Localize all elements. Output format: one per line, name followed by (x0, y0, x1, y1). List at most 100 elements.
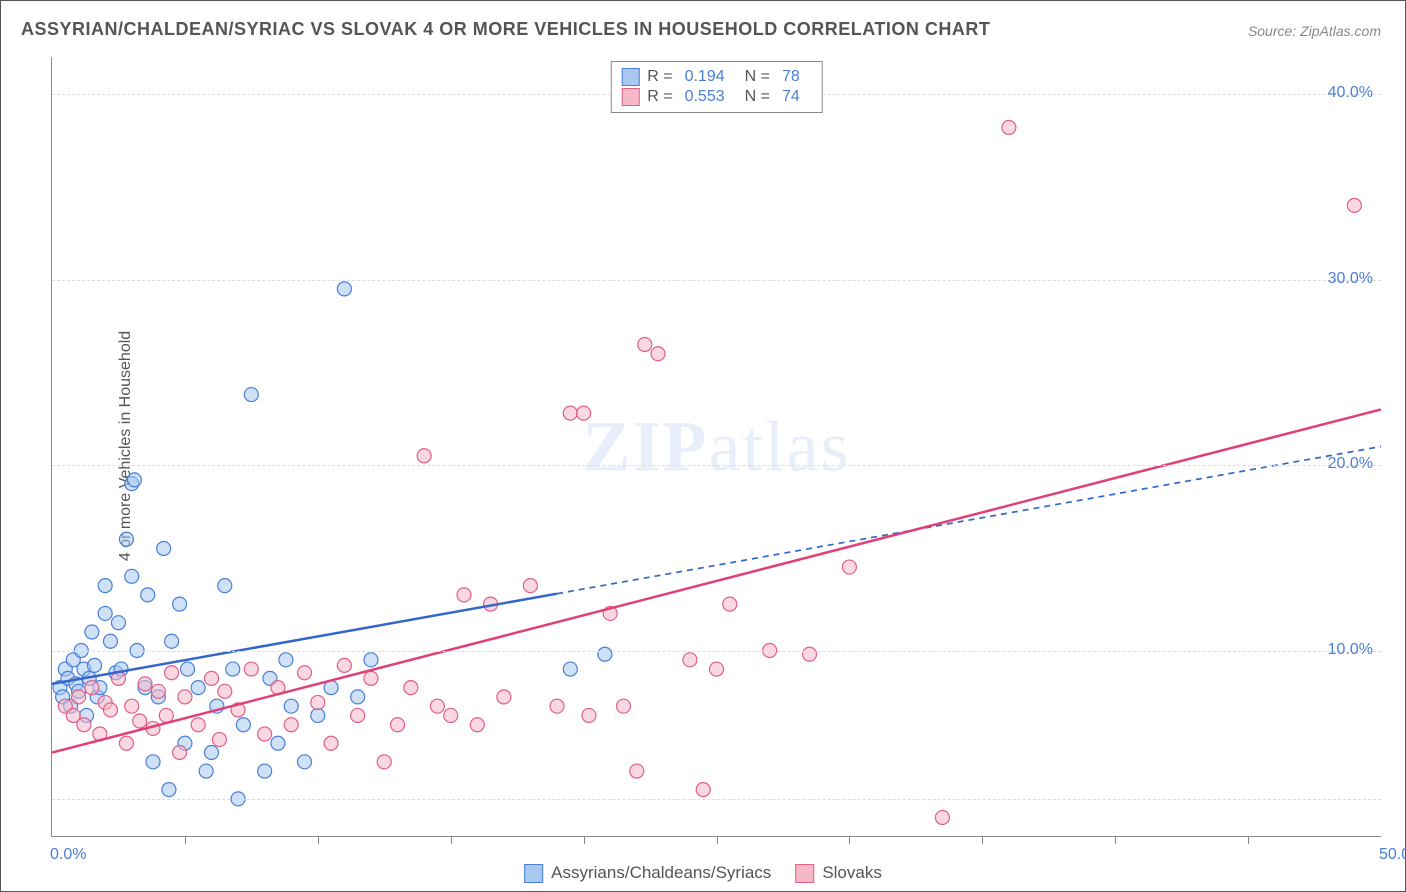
data-point (165, 666, 179, 680)
data-point (683, 653, 697, 667)
data-point (696, 783, 710, 797)
data-point (98, 606, 112, 620)
data-point (159, 708, 173, 722)
x-tick (1248, 836, 1249, 844)
y-tick-label: 40.0% (1328, 84, 1373, 102)
data-point (1002, 120, 1016, 134)
chart-container: ASSYRIAN/CHALDEAN/SYRIAC VS SLOVAK 4 OR … (0, 0, 1406, 892)
y-tick-label: 20.0% (1328, 455, 1373, 473)
x-tick-label: 0.0% (50, 846, 86, 864)
x-tick (717, 836, 718, 844)
data-point (563, 406, 577, 420)
data-point (803, 647, 817, 661)
data-point (279, 653, 293, 667)
data-point (133, 714, 147, 728)
data-point (258, 727, 272, 741)
x-tick (185, 836, 186, 844)
data-point (638, 337, 652, 351)
data-point (935, 810, 949, 824)
data-point (226, 662, 240, 676)
data-point (616, 699, 630, 713)
data-point (337, 658, 351, 672)
data-point (218, 684, 232, 698)
data-point (191, 681, 205, 695)
data-point (364, 653, 378, 667)
data-point (72, 690, 86, 704)
data-point (497, 690, 511, 704)
data-point (563, 662, 577, 676)
data-point (103, 703, 117, 717)
x-tick (451, 836, 452, 844)
data-point (181, 662, 195, 676)
legend-swatch-blue (524, 864, 543, 883)
data-point (125, 569, 139, 583)
chart-title: ASSYRIAN/CHALDEAN/SYRIAC VS SLOVAK 4 OR … (21, 19, 990, 40)
data-point (311, 708, 325, 722)
data-point (98, 579, 112, 593)
r-value-blue: 0.194 (685, 68, 725, 86)
data-point (470, 718, 484, 732)
data-point (258, 764, 272, 778)
data-point (337, 282, 351, 296)
data-point (444, 708, 458, 722)
data-point (550, 699, 564, 713)
data-point (284, 699, 298, 713)
data-point (236, 718, 250, 732)
data-point (710, 662, 724, 676)
data-point (218, 579, 232, 593)
data-point (271, 736, 285, 750)
legend-item: Slovaks (795, 863, 882, 883)
r-label: R = (647, 68, 672, 86)
legend-swatch-pink (795, 864, 814, 883)
data-point (212, 733, 226, 747)
x-tick-label: 50.0% (1379, 846, 1406, 864)
data-point (162, 783, 176, 797)
data-point (457, 588, 471, 602)
x-tick (982, 836, 983, 844)
data-point (244, 662, 258, 676)
data-point (723, 597, 737, 611)
data-point (173, 746, 187, 760)
stats-legend: R = 0.194 N = 78 R = 0.553 N = 74 (610, 61, 823, 113)
plot-area: ZIPatlas R = 0.194 N = 78 R = 0.553 N = … (51, 57, 1381, 837)
legend-swatch-blue (621, 68, 639, 86)
data-point (111, 616, 125, 630)
data-point (598, 647, 612, 661)
data-point (377, 755, 391, 769)
gridline (52, 799, 1381, 800)
data-point (178, 690, 192, 704)
data-point (417, 449, 431, 463)
data-point (244, 388, 258, 402)
data-point (351, 708, 365, 722)
gridline (52, 465, 1381, 466)
x-tick (849, 836, 850, 844)
data-point (146, 755, 160, 769)
data-point (404, 681, 418, 695)
data-point (204, 671, 218, 685)
data-point (391, 718, 405, 732)
data-point (298, 755, 312, 769)
data-point (351, 690, 365, 704)
data-point (119, 736, 133, 750)
gridline (52, 280, 1381, 281)
data-point (191, 718, 205, 732)
legend-item: Assyrians/Chaldeans/Syriacs (524, 863, 771, 883)
chart-svg (52, 57, 1381, 836)
n-value-blue: 78 (782, 68, 800, 86)
data-point (127, 473, 141, 487)
r-label: R = (647, 88, 672, 106)
data-point (103, 634, 117, 648)
data-point (630, 764, 644, 778)
data-point (204, 746, 218, 760)
data-point (284, 718, 298, 732)
data-point (151, 684, 165, 698)
x-tick (318, 836, 319, 844)
data-point (173, 597, 187, 611)
n-label: N = (745, 88, 770, 106)
data-point (85, 625, 99, 639)
data-point (77, 718, 91, 732)
stats-row: R = 0.553 N = 74 (621, 88, 812, 106)
legend-label-blue: Assyrians/Chaldeans/Syriacs (551, 863, 771, 883)
data-point (1347, 198, 1361, 212)
data-point (324, 736, 338, 750)
